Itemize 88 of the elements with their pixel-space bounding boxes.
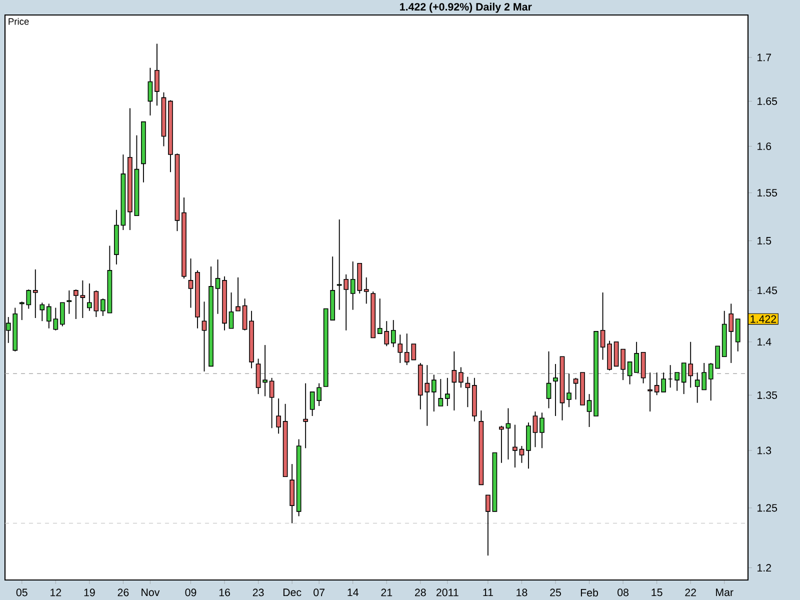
candlestick — [674, 372, 680, 392]
candlestick — [262, 344, 268, 397]
candlestick — [486, 494, 490, 556]
candlestick — [100, 298, 106, 316]
x-tick-label: 18 — [516, 588, 528, 596]
candlestick — [80, 280, 86, 318]
candlestick — [269, 377, 274, 429]
candlestick — [438, 378, 444, 406]
x-tick-label: 08 — [618, 588, 629, 596]
candlestick — [154, 43, 160, 106]
candlestick — [553, 364, 558, 416]
candlestick — [73, 289, 78, 320]
candlestick — [32, 268, 38, 318]
candlestick — [202, 301, 207, 372]
candlestick — [452, 350, 457, 411]
x-tick-label: Nov — [142, 588, 160, 596]
candlestick — [519, 445, 524, 464]
candlestick — [66, 290, 72, 314]
candlestick — [215, 259, 220, 314]
annotation: 1.422 — [750, 315, 776, 323]
y-tick-label: 1.2 — [758, 564, 772, 572]
candlestick — [586, 394, 592, 428]
y-tick-label: 1.55 — [758, 189, 778, 197]
candlestick — [398, 334, 403, 364]
candlestick — [236, 276, 240, 312]
x-tick-label: 28 — [415, 588, 426, 596]
candlestick — [256, 358, 261, 395]
candlestick — [546, 350, 552, 409]
candlestick — [465, 376, 470, 408]
candlestick — [228, 292, 234, 329]
candlestick — [445, 377, 450, 406]
candlestick — [566, 373, 572, 408]
y-tick-label: 1.25 — [758, 504, 778, 512]
x-tick-label: 19 — [84, 588, 95, 596]
x-tick-label: 07 — [314, 588, 324, 596]
y-tick-label: 1.65 — [758, 97, 778, 105]
y-tick-label: 1.4 — [758, 338, 772, 346]
candlestick — [87, 282, 92, 312]
x-tick-label: 09 — [185, 588, 196, 596]
x-tick-label: 23 — [252, 588, 264, 596]
candlestick — [654, 372, 660, 396]
x-tick-label: 2011 — [436, 588, 458, 596]
candlestick — [40, 302, 45, 322]
x-tick-label: 12 — [50, 588, 62, 596]
candlestick — [499, 425, 504, 464]
y-tick-label: 1.3 — [758, 446, 772, 454]
y-tick-label: 1.6 — [758, 142, 772, 150]
y-axis-title: Price — [8, 18, 29, 25]
x-tick-label: 22 — [685, 588, 696, 596]
candlestick — [648, 372, 652, 412]
candlestick — [364, 276, 369, 304]
candlestick — [627, 361, 632, 385]
candlestick — [661, 372, 666, 392]
candlestick — [532, 411, 538, 448]
candlestick — [540, 412, 544, 449]
candlestick — [188, 258, 194, 308]
candlestick — [600, 292, 606, 360]
x-tick-label: 16 — [219, 588, 230, 596]
x-tick-label: Mar — [716, 588, 734, 596]
candlestick — [735, 318, 740, 352]
x-tick-label: 15 — [652, 588, 662, 596]
candlestick — [94, 290, 99, 318]
y-tick-label: 1.35 — [758, 391, 778, 399]
candlestick — [506, 408, 511, 460]
candlestick — [431, 374, 436, 412]
x-tick-label: 26 — [118, 588, 129, 596]
candlestick — [458, 366, 464, 388]
y-tick-label: 1.5 — [758, 237, 772, 244]
candlestick — [303, 382, 308, 449]
candlestick — [242, 298, 248, 331]
candlestick — [573, 377, 578, 400]
y-tick-label: 1.7 — [758, 54, 772, 62]
candlestick — [60, 302, 65, 327]
y-tick-label: 1.45 — [758, 286, 778, 294]
candlestick — [620, 348, 626, 381]
x-tick-label: 14 — [348, 588, 358, 596]
candlestick — [276, 398, 281, 434]
x-tick-label: 11 — [483, 588, 493, 596]
x-tick-label: 05 — [16, 588, 28, 596]
chart-title: 1.422 (+0.92%) Daily 2 Mar — [400, 2, 532, 13]
x-tick-label: 21 — [381, 588, 392, 596]
candlestick — [512, 424, 518, 468]
x-tick-label: Feb — [580, 588, 598, 596]
x-tick-label: 25 — [550, 588, 561, 596]
candlestick — [148, 67, 153, 116]
candlestick — [390, 320, 396, 348]
candlestick — [634, 341, 639, 374]
x-tick-label: Dec — [283, 588, 302, 596]
